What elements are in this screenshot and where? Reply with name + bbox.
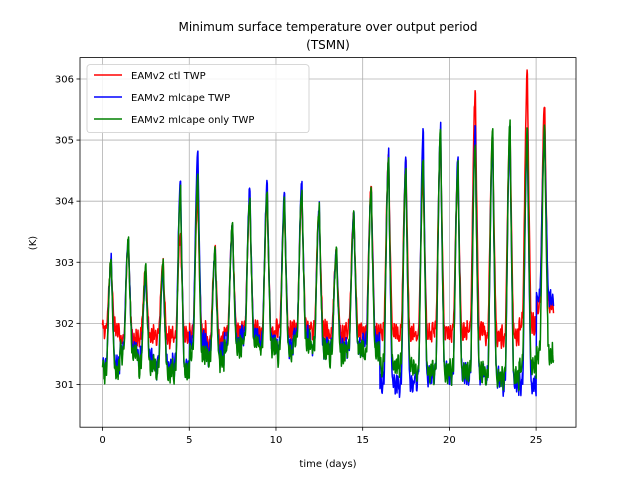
y-tick-label: 306 <box>55 74 74 85</box>
y-axis-ticks: 301 302 303 304 305 306 <box>55 74 80 391</box>
series-line-2 <box>101 119 555 392</box>
chart-subtitle: (TSMN) <box>306 38 350 52</box>
legend-box <box>86 64 310 133</box>
x-axis-label: time (days) <box>299 459 356 470</box>
x-tick-label: 5 <box>186 435 192 446</box>
legend-entry-mlcape-only: EAMv2 mlcape only TWP <box>131 115 254 126</box>
plot-area <box>101 69 555 399</box>
y-tick-label: 304 <box>55 197 74 208</box>
axes-frame <box>79 57 577 428</box>
x-tick-label: 25 <box>530 435 543 446</box>
x-axis-ticks: 0 5 10 15 20 25 <box>99 427 542 446</box>
legend: EAMv2 ctl TWP EAMv2 mlcape TWP EAMv2 mlc… <box>86 64 310 133</box>
y-tick-label: 301 <box>55 380 74 391</box>
x-tick-label: 15 <box>356 435 369 446</box>
y-axis-label: (K) <box>28 236 39 250</box>
y-tick-label: 302 <box>55 319 74 330</box>
x-tick-label: 0 <box>99 435 105 446</box>
chart-title: Minimum surface temperature over output … <box>178 20 477 34</box>
x-tick-label: 20 <box>443 435 456 446</box>
legend-entry-ctl: EAMv2 ctl TWP <box>131 71 206 82</box>
y-tick-label: 305 <box>55 136 74 147</box>
legend-entry-mlcape: EAMv2 mlcape TWP <box>131 93 230 104</box>
y-tick-label: 303 <box>55 258 74 269</box>
x-tick-label: 10 <box>270 435 283 446</box>
